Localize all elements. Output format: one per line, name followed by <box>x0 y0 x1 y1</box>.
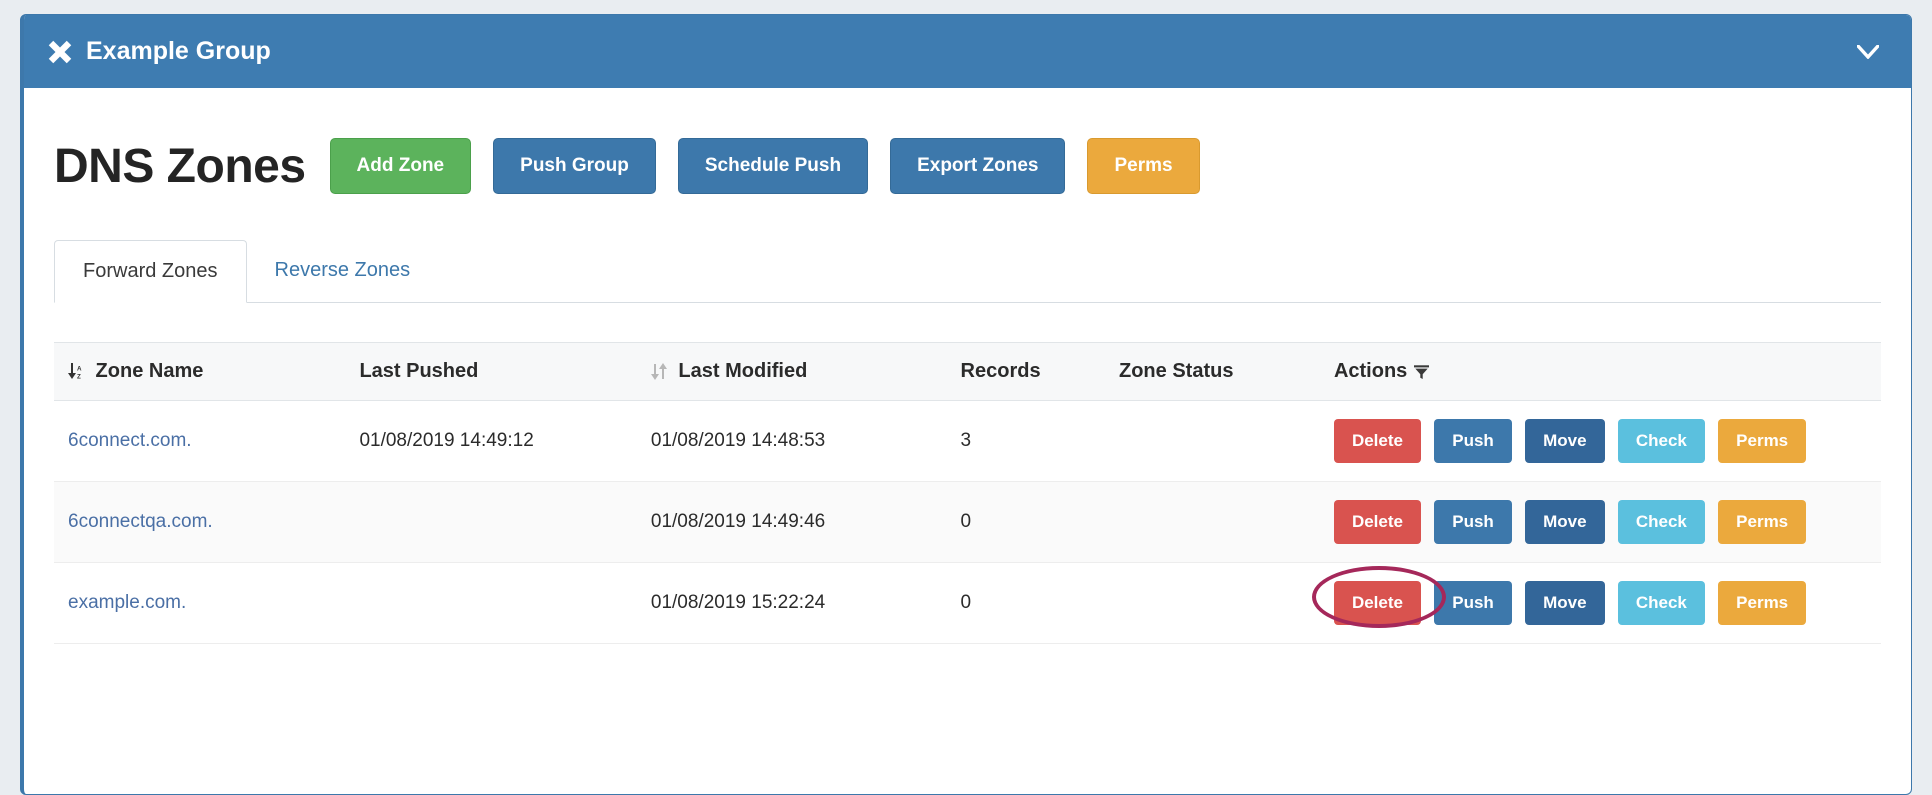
svg-text:A: A <box>77 366 82 373</box>
svg-text:Z: Z <box>77 374 81 381</box>
